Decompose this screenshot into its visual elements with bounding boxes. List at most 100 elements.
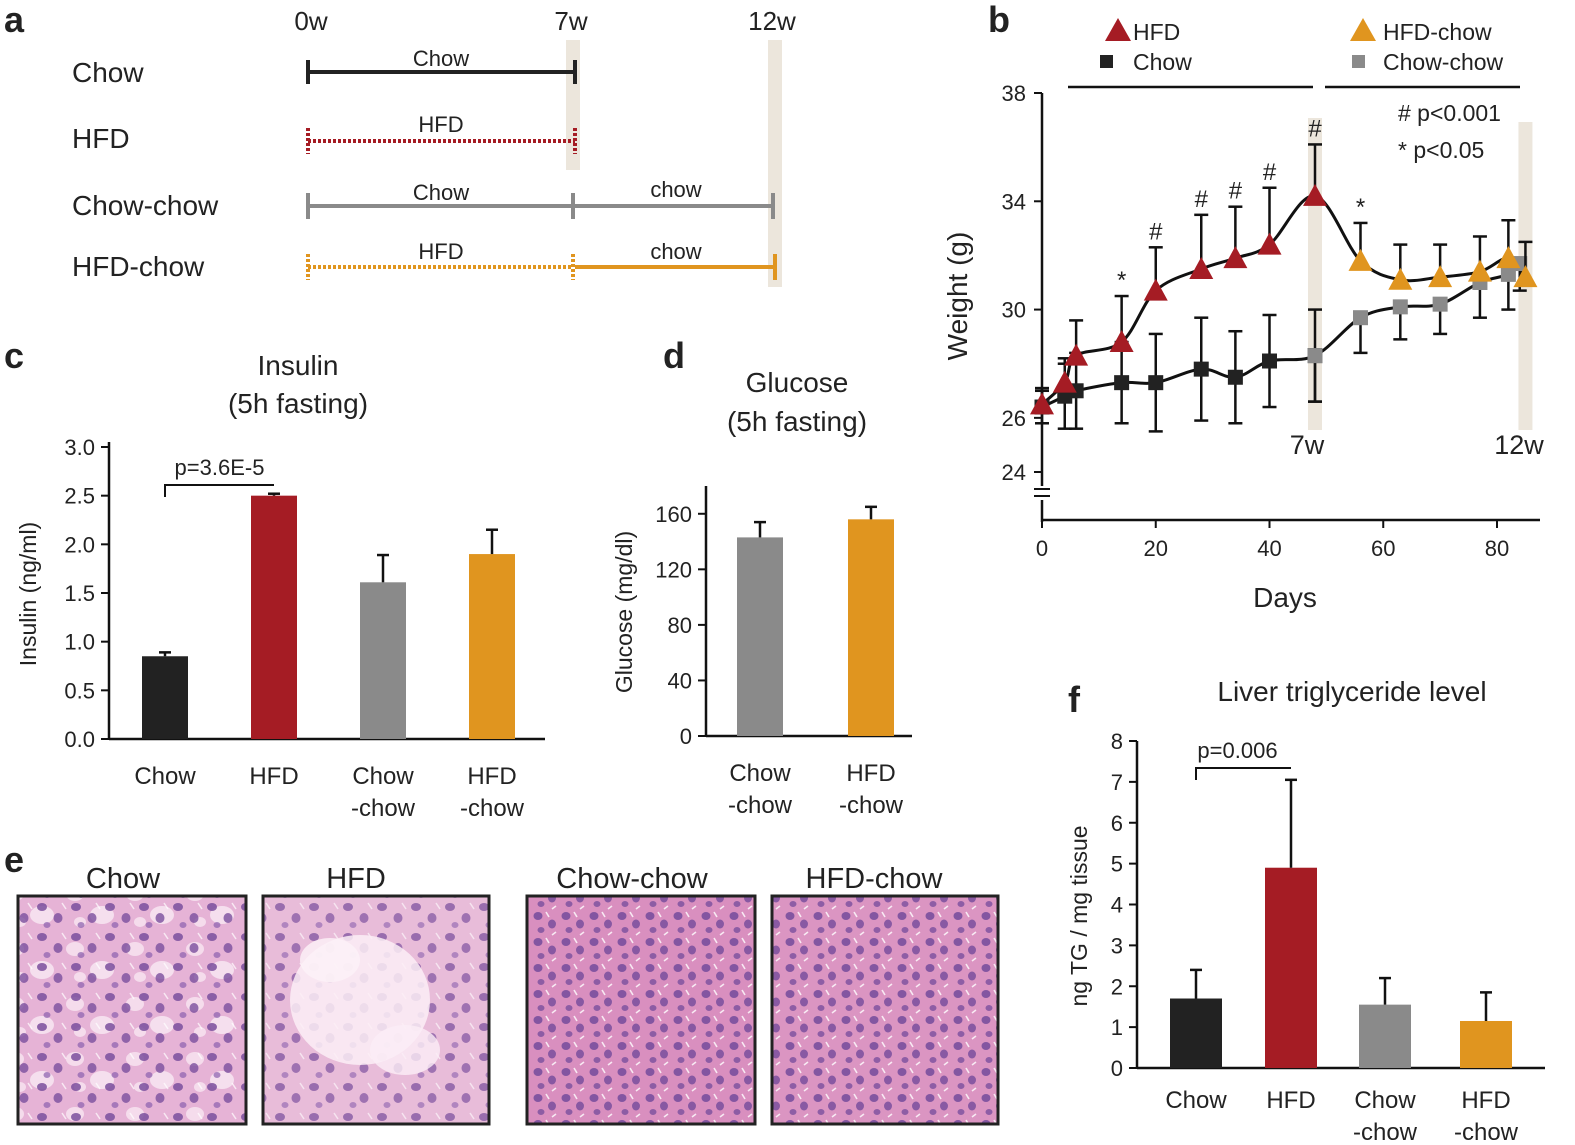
x-category-label: Chow bbox=[1165, 1087, 1227, 1114]
y-tick-label: 26 bbox=[1002, 406, 1026, 431]
x-tick-label: 40 bbox=[1257, 536, 1281, 561]
p-value-label: p=0.006 bbox=[1197, 738, 1277, 763]
significance-bracket bbox=[164, 484, 274, 497]
x-category-label: -chow bbox=[1353, 1119, 1418, 1145]
y-tick-label: 38 bbox=[1002, 81, 1026, 106]
data-point-hfd bbox=[1257, 232, 1282, 255]
segment-label-chow-2: chow bbox=[650, 177, 701, 202]
y-tick-label: 2.0 bbox=[64, 532, 95, 557]
x-tick-label: 60 bbox=[1371, 536, 1395, 561]
y-tick-label: 7 bbox=[1111, 770, 1123, 795]
panel-letter-b: b bbox=[988, 0, 1010, 40]
y-tick-label: 0.5 bbox=[64, 678, 95, 703]
legend-marker-hfd bbox=[1105, 18, 1131, 41]
timeline-chow: Chow bbox=[306, 46, 577, 84]
legend-marker-chow bbox=[1100, 55, 1113, 68]
panel-b-weight-chart: 24 26 30 34 38 0 20 40 60 80 * # # # # # * HFD Chow HFD… bbox=[942, 18, 1544, 613]
x-tick-label: 80 bbox=[1485, 536, 1509, 561]
bar bbox=[848, 519, 894, 736]
data-point-hfd-chow bbox=[1513, 265, 1538, 288]
data-point-hfd-chow bbox=[1467, 259, 1492, 282]
timeline-hfd-chow: HFD chow bbox=[306, 239, 777, 280]
label-12w: 12w bbox=[1494, 430, 1544, 460]
legend-label-chow-chow: Chow-chow bbox=[1383, 49, 1504, 75]
bar bbox=[1265, 867, 1317, 1068]
x-category-label: -chow bbox=[839, 792, 904, 819]
y-axis-label-tg: ng TG / mg tissue bbox=[1066, 825, 1092, 1006]
legend-marker-hfd-chow bbox=[1350, 18, 1376, 41]
legend-label-hfd-chow: HFD-chow bbox=[1383, 19, 1492, 45]
segment-label-chow-1: Chow bbox=[413, 180, 469, 205]
data-point-hfd bbox=[1189, 256, 1214, 279]
panel-c-insulin-chart: Insulin (5h fasting) Insulin (ng/ml) 0.0… bbox=[15, 350, 545, 822]
row-label-chow-chow: Chow-chow bbox=[72, 190, 219, 221]
x-tick-label: 0 bbox=[1036, 536, 1048, 561]
y-tick-label: 120 bbox=[655, 557, 692, 582]
x-category-label: Chow bbox=[1354, 1087, 1416, 1114]
x-category-label: HFD bbox=[846, 760, 895, 787]
row-label-hfd-chow: HFD-chow bbox=[72, 251, 205, 282]
legend-label-chow: Chow bbox=[1133, 49, 1192, 75]
significance-mark: # bbox=[1308, 115, 1322, 142]
y-axis-label-glucose: Glucose (mg/dl) bbox=[611, 531, 637, 693]
timepoint-7w: 7w bbox=[554, 6, 587, 36]
timepoint-0w: 0w bbox=[294, 6, 327, 36]
data-point-chow-chow bbox=[1392, 299, 1408, 315]
y-tick-label: 80 bbox=[668, 613, 692, 638]
x-tick-label: 20 bbox=[1144, 536, 1168, 561]
shade-12w bbox=[768, 40, 782, 287]
data-point-hfd bbox=[1143, 278, 1168, 301]
segment-label-chow: Chow bbox=[413, 46, 469, 71]
chart-title: Liver triglyceride level bbox=[1217, 676, 1486, 707]
y-tick-label: 2.5 bbox=[64, 484, 95, 509]
legend: HFD Chow HFD-chow Chow-chow bbox=[1068, 18, 1520, 89]
series-line-hfd bbox=[1040, 194, 1527, 406]
data-point-chow bbox=[1193, 361, 1209, 377]
segment-label-chow-3: chow bbox=[650, 239, 701, 264]
x-category-label: Chow bbox=[352, 763, 414, 790]
data-point-hfd bbox=[1223, 246, 1248, 269]
y-tick-label: 30 bbox=[1002, 298, 1026, 323]
x-category-label: Chow bbox=[134, 763, 196, 790]
significance-mark: # bbox=[1149, 218, 1163, 245]
y-tick-label: 3.0 bbox=[64, 435, 95, 460]
x-category-label: HFD bbox=[249, 763, 298, 790]
y-tick-label: 5 bbox=[1111, 852, 1123, 877]
segment-label-hfd-2: HFD bbox=[418, 239, 463, 264]
data-point-hfd bbox=[1303, 183, 1327, 206]
y-tick-label: 1.0 bbox=[64, 630, 95, 655]
y-tick-label: 0 bbox=[1111, 1056, 1123, 1081]
histology-image-hfd-chow bbox=[770, 894, 1000, 1126]
significance-mark: # bbox=[1229, 178, 1243, 205]
p-value-label: p=3.6E-5 bbox=[175, 455, 265, 480]
bar bbox=[1170, 998, 1222, 1068]
image-title-chow: Chow bbox=[86, 863, 161, 895]
data-point-hfd-chow bbox=[1496, 246, 1521, 269]
sig-legend-star: * p<0.05 bbox=[1398, 137, 1484, 163]
chart-title-line-2: (5h fasting) bbox=[228, 388, 368, 419]
data-point-chow-chow bbox=[1432, 296, 1448, 312]
significance-bracket bbox=[1195, 767, 1291, 780]
chart-title-line-1: Insulin bbox=[258, 350, 339, 381]
chart-title-line-2: (5h fasting) bbox=[727, 406, 867, 437]
x-category-label: -chow bbox=[728, 792, 793, 819]
significance-mark: * bbox=[1356, 194, 1365, 221]
bar bbox=[1460, 1020, 1512, 1068]
data-point-hfd bbox=[1030, 392, 1054, 415]
x-category-label: HFD bbox=[1266, 1087, 1315, 1114]
legend-label-hfd: HFD bbox=[1133, 19, 1180, 45]
histology-image-hfd bbox=[261, 894, 491, 1126]
y-tick-label: 4 bbox=[1111, 893, 1123, 918]
timeline-chow-chow: Chow chow bbox=[306, 177, 775, 219]
y-tick-label: 8 bbox=[1111, 729, 1123, 754]
data-point-hfd-chow bbox=[1428, 265, 1453, 288]
x-category-label: HFD bbox=[1461, 1087, 1510, 1114]
segment-label-hfd: HFD bbox=[418, 112, 463, 137]
panel-a-timeline: 0w 7w 12w Chow HFD Chow-chow HFD-chow Ch… bbox=[72, 6, 796, 287]
y-tick-label: 6 bbox=[1111, 811, 1123, 836]
data-point-hfd-chow bbox=[1348, 248, 1373, 271]
significance-mark: * bbox=[1117, 267, 1126, 294]
panel-letter-c: c bbox=[4, 335, 24, 376]
x-category-label: HFD bbox=[467, 763, 516, 790]
